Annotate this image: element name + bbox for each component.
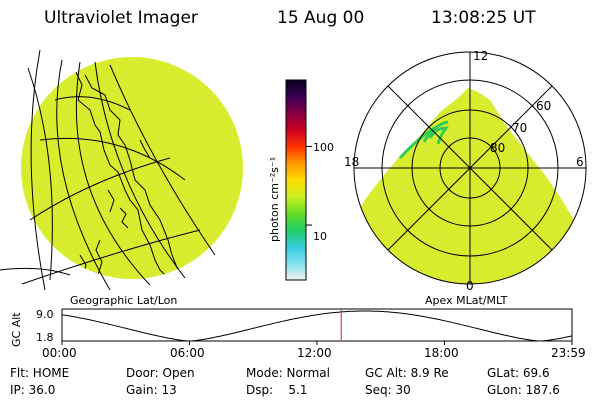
- flight-status: Flt: HOME: [10, 366, 70, 380]
- lat-label-60: 60: [536, 99, 551, 113]
- mlt-label-6: 6: [576, 155, 584, 169]
- auroral-image-texture: [358, 88, 586, 284]
- time-tick-0600: 06:00: [170, 346, 205, 360]
- mlt-label-0: 0: [466, 279, 474, 293]
- door-status: Door: Open: [126, 366, 195, 380]
- coastlines: [74, 69, 179, 279]
- dsp-value: Dsp: 5.1: [246, 383, 308, 397]
- altitude-curve: [61, 310, 573, 342]
- alt-tick-9: 9.0: [36, 308, 54, 321]
- polar-diagonal-2: [387, 85, 553, 251]
- ip-value: IP: 36.0: [10, 383, 56, 397]
- gc-altitude: GC Alt: 8.9 Re: [365, 366, 449, 380]
- geographic-caption: Geographic Lat/Lon: [70, 294, 178, 307]
- alt-tick-1-8: 1.8: [36, 331, 54, 344]
- color-bar: [285, 79, 312, 281]
- altitude-plot-frame: [61, 308, 573, 342]
- time-tick-1200: 12:00: [297, 346, 332, 360]
- date-label: 15 Aug 00: [277, 8, 365, 28]
- altitude-plot: 9.0 1.8 GC Alt: [10, 308, 573, 347]
- geo-latitude: GLat: 69.6: [487, 366, 550, 380]
- outer-grid-lines: [0, 49, 71, 291]
- color-bar-scale: [285, 79, 307, 281]
- lat-label-80: 80: [490, 141, 505, 155]
- geo-longitude: GLon: 187.6: [487, 383, 560, 397]
- lat-lon-grid: [21, 59, 216, 291]
- instrument-title: Ultraviolet Imager: [44, 8, 198, 28]
- lat-label-70: 70: [512, 121, 527, 135]
- gain-value: Gain: 13: [126, 383, 177, 397]
- color-bar-tick-label-100: 100: [313, 141, 334, 154]
- apex-caption: Apex MLat/MLT: [425, 294, 508, 307]
- mlt-label-18: 18: [344, 155, 359, 169]
- geographic-image: [0, 49, 243, 291]
- time-tick-2359: 23:59: [551, 346, 586, 360]
- time-label: 13:08:25 UT: [431, 8, 536, 28]
- polar-grid: [353, 51, 587, 285]
- time-tick-0000: 00:00: [42, 346, 77, 360]
- mlt-label-12: 12: [473, 49, 488, 63]
- mode-status: Mode: Normal: [246, 366, 330, 380]
- time-tick-1800: 18:00: [424, 346, 459, 360]
- color-bar-unit-label: photon cm⁻²s⁻¹: [268, 156, 281, 242]
- sequence-value: Seq: 30: [365, 383, 411, 397]
- altitude-axis-label: GC Alt: [10, 312, 23, 347]
- polar-plot: 12 18 6 0 60 70 80: [344, 49, 587, 293]
- color-bar-tick-label-10: 10: [313, 230, 327, 243]
